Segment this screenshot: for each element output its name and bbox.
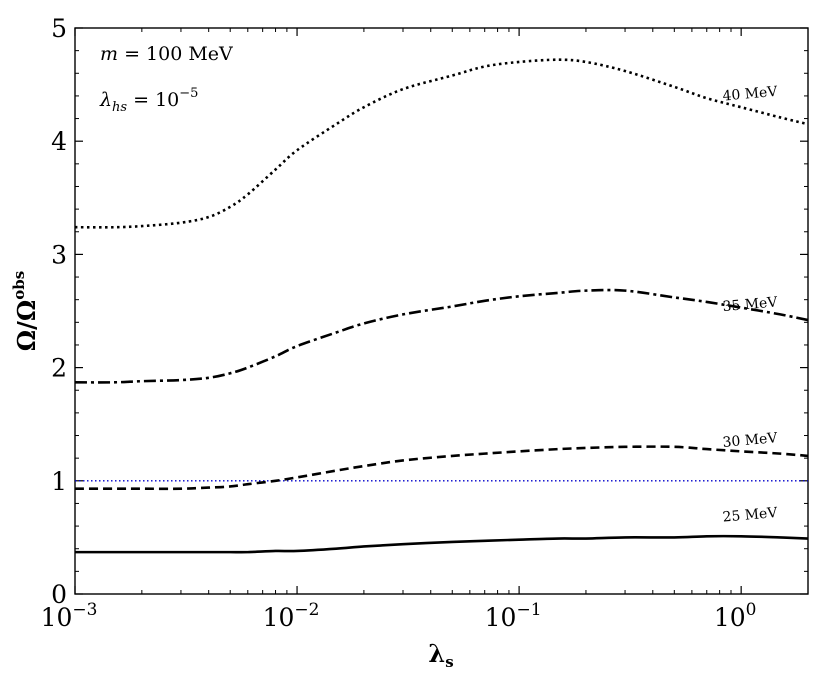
x-tick-exp: −1 [516, 600, 541, 620]
x-tick-base: 10 [714, 603, 746, 632]
x-tick-label: 100 [714, 600, 757, 632]
x-tick-exp: −2 [294, 600, 319, 620]
y-tick-label: 3 [51, 240, 67, 269]
x-tick-exp: 0 [746, 600, 757, 620]
plot-frame [74, 27, 809, 595]
series-label: 30 MeV [722, 430, 779, 451]
series-label: 40 MeV [722, 84, 779, 105]
y-tick-label: 2 [51, 354, 67, 383]
x-tick-base: 10 [41, 603, 73, 632]
series-line-40-mev [74, 58, 809, 229]
y-tick-label: 0 [51, 580, 67, 609]
x-tick-exp: −3 [72, 600, 97, 620]
series-line-35-mev [74, 288, 809, 384]
y-tick-label: 5 [51, 14, 67, 43]
y-axis-label: Ω/Ωobs [10, 271, 41, 351]
x-tick-label: 10−1 [485, 600, 542, 632]
x-tick-base: 10 [263, 603, 295, 632]
series-label: 35 MeV [722, 294, 779, 315]
y-tick-label: 1 [51, 467, 67, 496]
x-axis-label: λs [428, 639, 453, 671]
series-labels: 40 MeV 35 MeV 30 MeV 25 MeV [722, 84, 779, 526]
x-tick-label: 10−2 [263, 600, 320, 632]
series-line-25-mev [74, 534, 809, 554]
annotation-coupling: λhs = 10−5 [99, 86, 198, 115]
series-label: 25 MeV [722, 505, 779, 526]
x-tick-base: 10 [485, 603, 517, 632]
series-lines [74, 58, 809, 554]
axis-ticks [74, 27, 809, 595]
x-tick-label: 10−3 [41, 600, 98, 632]
annotation-mass: m = 100 MeV [100, 43, 233, 65]
series-line-30-mev [75, 445, 809, 491]
y-tick-label: 4 [51, 127, 67, 156]
